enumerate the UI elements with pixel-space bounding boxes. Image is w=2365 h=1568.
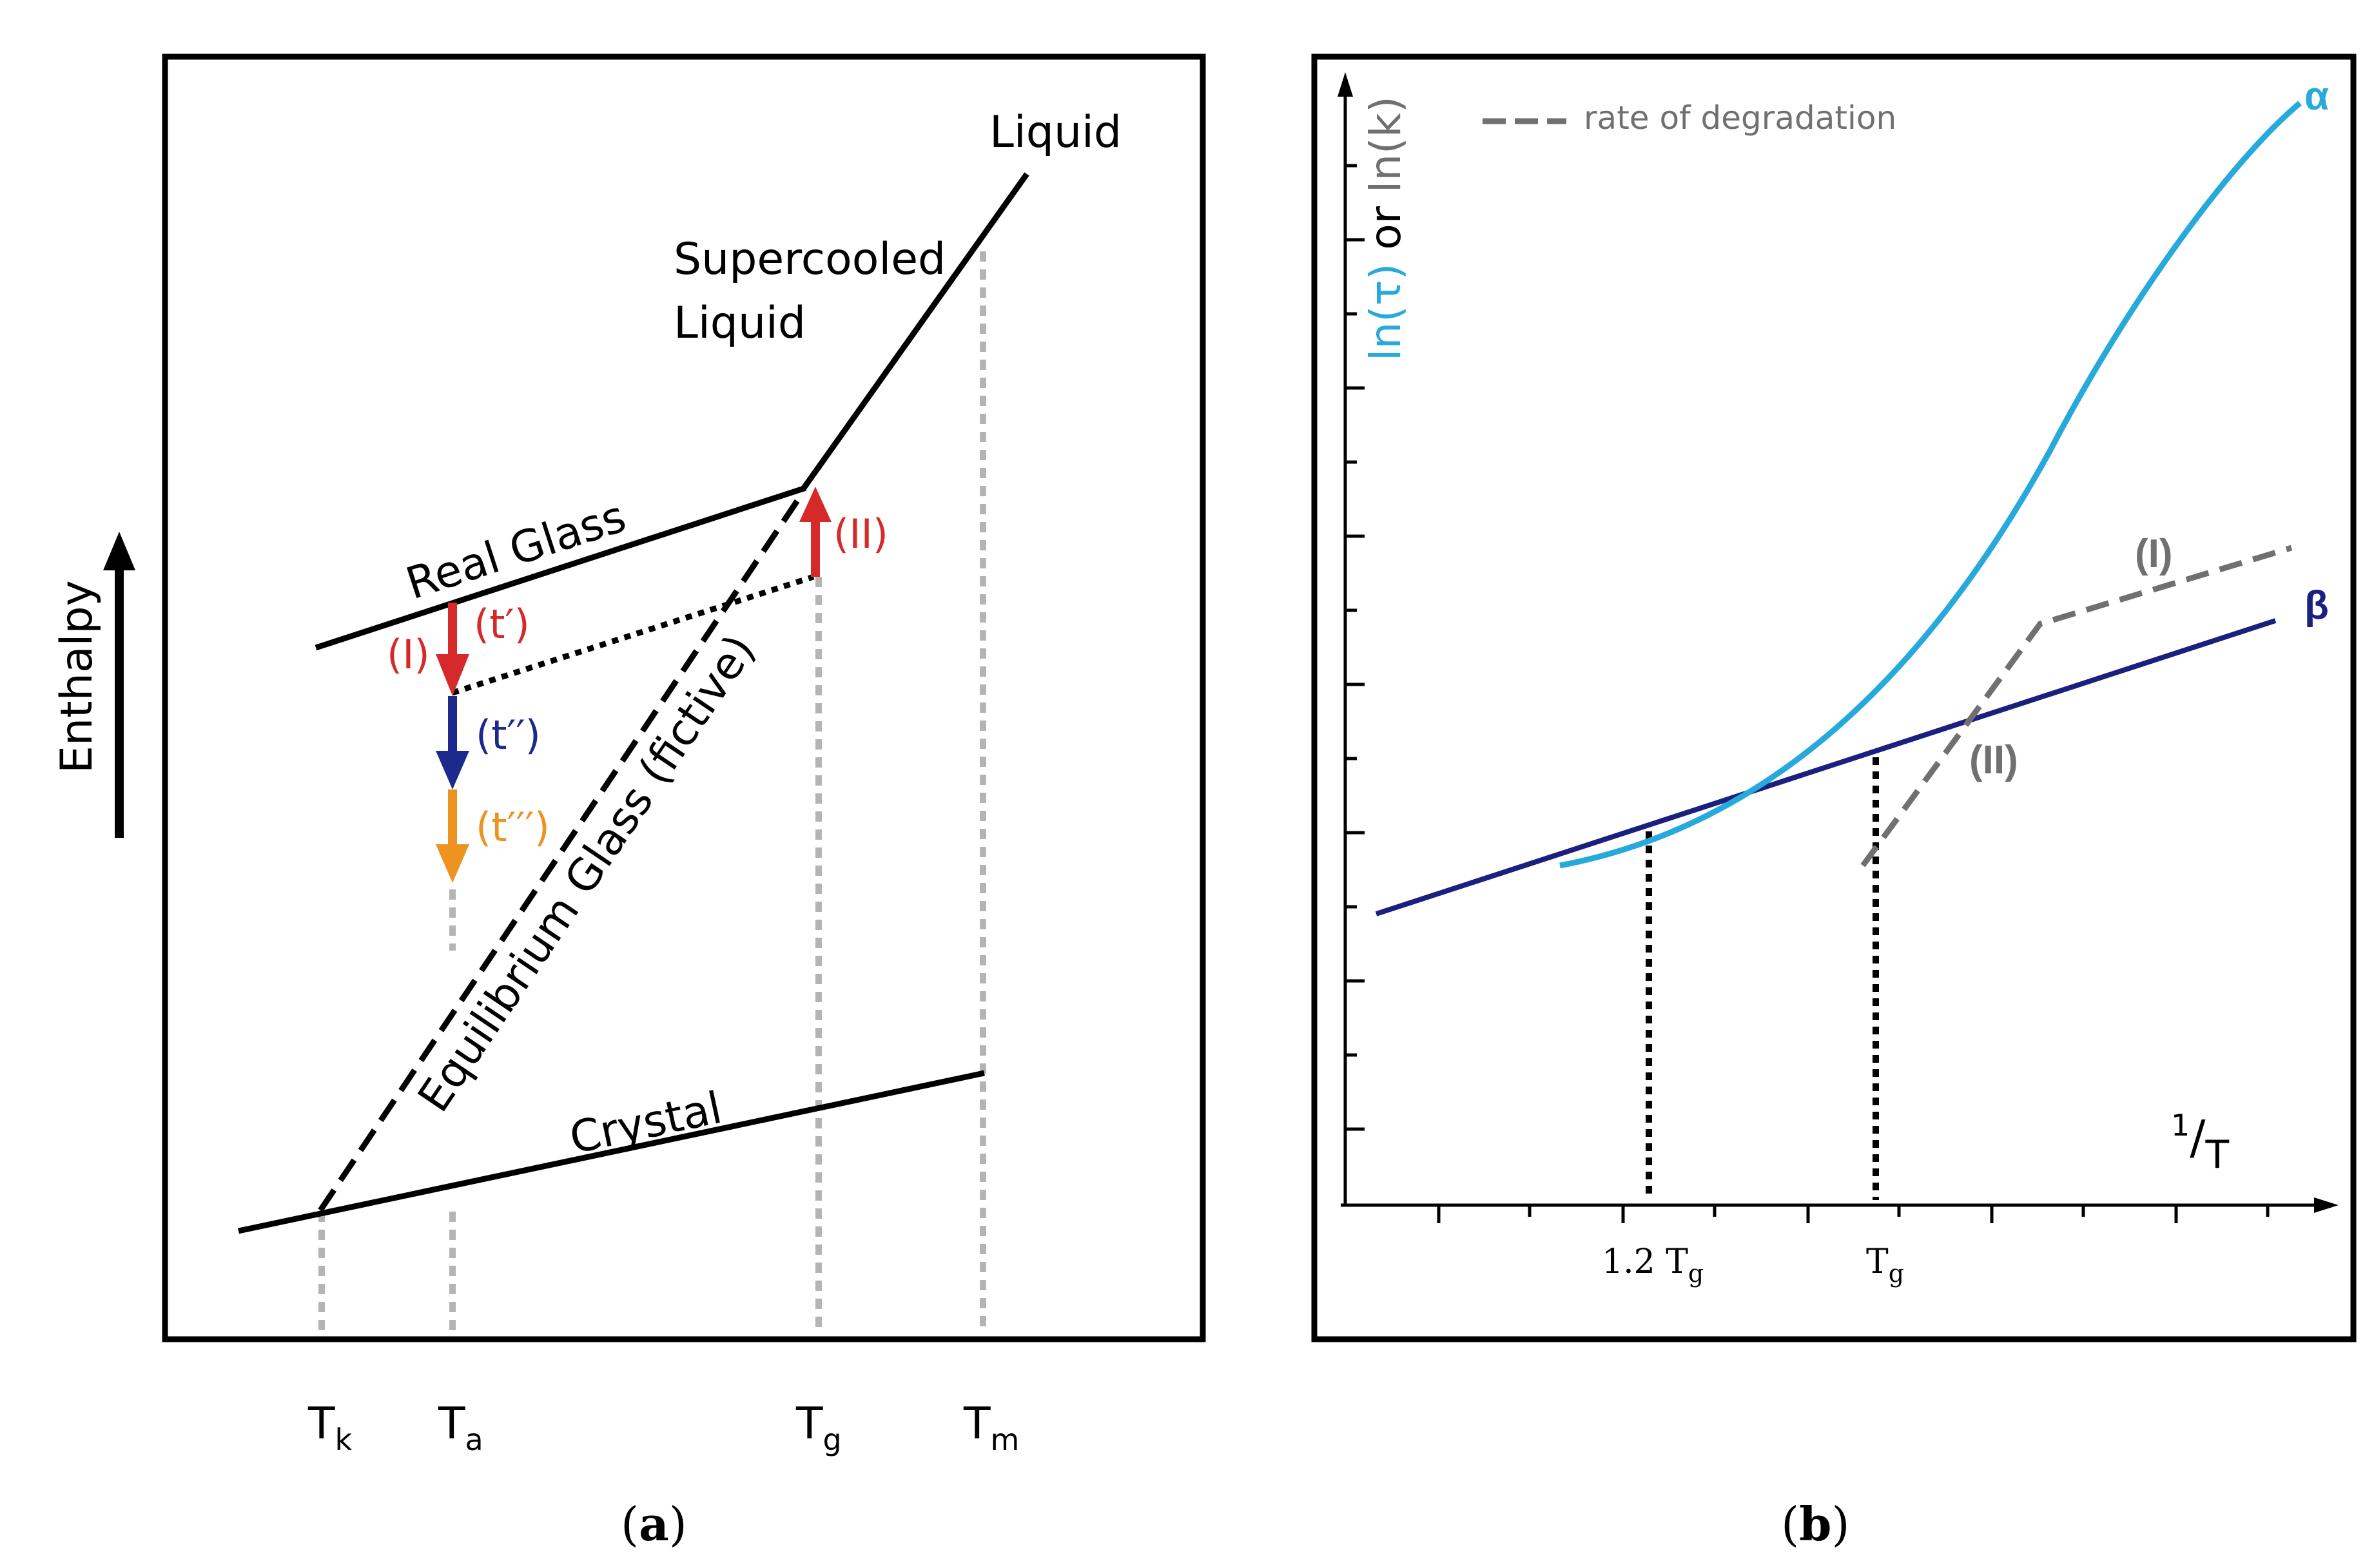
x-label-num: 1	[2171, 1108, 2190, 1143]
x-ticks	[1437, 1205, 2270, 1223]
panel-b-frame	[1311, 53, 2357, 1342]
label-beta: β	[2304, 583, 2329, 628]
y-label-or: or	[1361, 193, 1410, 263]
caption-a-open: (	[621, 1497, 639, 1551]
label-real-glass: Real Glass	[400, 491, 632, 610]
tick-tg-b-main: T	[1866, 1243, 1889, 1281]
tick-tm-sub: m	[991, 1422, 1020, 1457]
tick-tg: Tg	[795, 1399, 842, 1457]
alpha-curve	[1559, 101, 2302, 869]
x-label-slash: /	[2190, 1110, 2206, 1165]
tick-tm: Tm	[963, 1399, 1019, 1457]
label-degradation-II: (II)	[1969, 738, 2018, 782]
label-equilibrium-glass: Equilibrium Glass (fictive)	[409, 626, 766, 1121]
tick-tm-main: T	[963, 1399, 991, 1449]
tick-ta-main: T	[438, 1399, 465, 1449]
label-degradation-I: (I)	[2135, 532, 2173, 576]
tick-tk-sub: k	[335, 1422, 353, 1457]
legend-label: rate of degradation	[1584, 99, 1896, 137]
real-glass-line	[315, 485, 807, 651]
beta-line	[1375, 618, 2277, 916]
tick-1-2tg-main: 1.2 T	[1602, 1243, 1688, 1281]
arrow-t3-shaft	[448, 789, 457, 847]
tick-tg-main: T	[795, 1399, 823, 1449]
tick-label-1-2tg: 1.2 Tg	[1602, 1243, 1704, 1288]
arrow-aging-t2	[436, 696, 469, 789]
y-axis-label: ln(τ) or ln(k)	[1361, 96, 1410, 361]
label-supercooled-2: Liquid	[674, 298, 806, 349]
arrow-recovery	[799, 487, 832, 577]
arrow-t2-shaft	[448, 696, 457, 754]
tick-1-2tg-sub: g	[1688, 1259, 1704, 1288]
caption-a-letter: a	[639, 1496, 669, 1551]
arrow-recovery-shaft	[811, 516, 820, 577]
tick-label-tg: Tg	[1866, 1243, 1904, 1288]
panel-a: (II) (I) (t′) (t′′) (t′′′) Liquid Superc…	[52, 53, 1206, 1551]
x-label-den: T	[2205, 1132, 2230, 1177]
enthalpy-label: Enthalpy	[52, 580, 102, 773]
label-liquid: Liquid	[989, 107, 1122, 158]
arrow-t1-shaft	[448, 603, 457, 657]
arrow-aging-t1	[436, 603, 469, 696]
label-supercooled-1: Supercooled	[674, 234, 946, 285]
panel-a-frame	[162, 53, 1206, 1342]
reference-lines	[318, 251, 986, 1331]
tick-tk: Tk	[307, 1399, 353, 1457]
arrow-recovery-head	[799, 487, 832, 522]
panel-a-ticks: Tk Ta Tg Tm	[307, 1399, 1019, 1457]
legend: rate of degradation	[1483, 99, 1896, 137]
caption-a-close: )	[669, 1497, 687, 1551]
caption-b-close: )	[1831, 1497, 1849, 1551]
equilibrium-glass-line	[318, 491, 805, 1212]
arrow-aging-t3	[436, 789, 469, 883]
tick-ta-sub: a	[465, 1422, 483, 1457]
y-axis-arrowhead	[1338, 72, 1353, 97]
degradation-curve	[1860, 545, 2293, 867]
label-alpha: α	[2304, 74, 2329, 119]
y-ticks	[1345, 164, 1365, 1131]
crystal-line	[238, 1070, 985, 1234]
label-t3: (t′′′)	[476, 804, 550, 851]
tick-tg-sub: g	[823, 1422, 842, 1457]
label-t2: (t′′)	[476, 711, 541, 759]
panel-b: rate of degradation α β (I) (II) ln(τ) o…	[1311, 53, 2357, 1551]
caption-a: (a)	[621, 1496, 687, 1551]
arrow-t2-head	[436, 751, 469, 789]
caption-b-letter: b	[1799, 1496, 1831, 1551]
enthalpy-arrow-head	[103, 532, 135, 570]
caption-b-open: (	[1781, 1497, 1799, 1551]
tick-ta: Ta	[438, 1399, 483, 1457]
liquid-line	[800, 172, 1029, 492]
label-II: (II)	[833, 510, 888, 557]
label-I: (I)	[387, 631, 430, 678]
tick-tk-main: T	[307, 1399, 335, 1449]
tick-tg-b-sub: g	[1889, 1259, 1904, 1288]
caption-b: (b)	[1781, 1496, 1850, 1551]
y-label-ln-k: ln(k)	[1361, 96, 1410, 193]
label-crystal: Crystal	[565, 1083, 726, 1165]
label-t1: (t′)	[474, 601, 530, 648]
y-label-ln-tau: ln(τ)	[1361, 264, 1410, 361]
arrow-t3-head	[436, 844, 469, 883]
arrow-t1-head	[436, 654, 469, 696]
x-axis-arrowhead	[2314, 1197, 2339, 1213]
x-axis-label: 1/T	[2171, 1108, 2230, 1177]
